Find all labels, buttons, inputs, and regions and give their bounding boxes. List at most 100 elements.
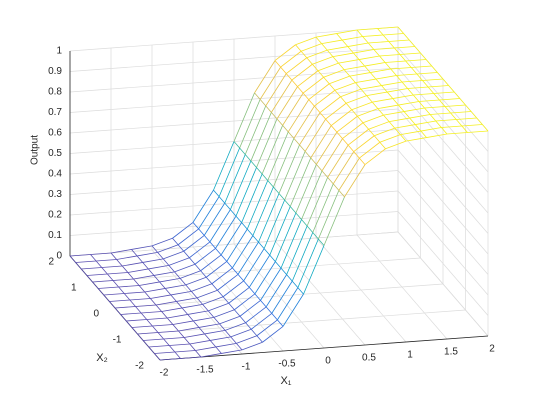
mesh-edge [353,49,374,54]
mesh-edge [244,105,267,155]
mesh-edge [299,112,321,146]
mesh-edge [392,94,414,99]
mesh-edge [367,42,375,50]
mesh-edge [180,356,202,359]
mesh-edge [146,319,153,327]
mesh-edge [250,112,272,162]
mesh-edge [127,272,134,280]
mesh-edge [342,36,363,41]
y-tick-label: 2 [48,257,54,268]
mesh-edge [101,267,108,275]
mesh-edge [123,293,131,301]
mesh-edge [409,117,416,125]
mesh-edge [256,319,278,337]
mesh-edge [400,130,421,135]
mesh-edge [327,46,348,51]
mesh-edge [461,124,483,127]
mesh-edge [177,228,199,246]
mesh-edge [140,312,148,320]
mesh-edge [168,257,190,266]
mesh-edge [316,131,338,165]
mesh-edge [215,343,237,348]
mesh-edge [176,301,183,309]
mesh-edge [295,164,317,214]
mesh-edge [366,91,388,96]
mesh-edge [195,350,202,358]
mesh-edge [377,26,399,29]
mesh-edge [407,88,414,96]
mesh-edge [107,272,128,275]
mesh-edge [482,124,489,132]
y-tick-label: 1 [71,283,77,294]
mesh-edge [323,69,345,78]
y-tick-label: 0 [93,309,99,320]
mesh-edge [277,287,299,321]
mesh-edge [170,294,177,302]
mesh-edge [340,96,347,104]
mesh-edge [172,222,194,239]
mesh-edge [314,105,321,113]
mesh-edge [157,332,164,340]
mesh-edge [222,296,230,304]
mesh-edge [359,157,366,165]
mesh-edge [205,276,213,285]
mesh-edge [273,186,280,194]
mesh-edge [465,104,472,112]
mesh-edge [137,332,159,335]
mesh-edge [157,244,179,253]
mesh-edge [399,54,406,62]
mesh-edge [215,346,222,354]
mesh-edge [420,130,427,138]
mesh-edge [219,323,226,331]
y-tick-label: -2 [135,361,144,372]
mesh-edge [409,114,431,119]
mesh-edge [302,92,310,100]
mesh-edge [112,278,134,281]
mesh-edge [254,261,276,295]
mesh-edge [178,330,185,338]
mesh-edge [325,118,332,126]
z-tick-label: 0.5 [48,148,62,159]
mesh-edge [358,59,365,67]
mesh-edge [355,78,376,83]
mesh-edge [407,86,429,89]
mesh-edge [256,118,278,168]
mesh-edge [362,114,384,124]
mesh-edge [459,98,466,106]
mesh-edge [338,157,360,191]
mesh-edge [420,52,427,60]
grid-line [92,257,421,283]
mesh-edge [138,285,146,293]
mesh-edge [204,330,226,335]
mesh-edge [360,88,367,96]
mesh-edge [357,115,364,124]
mesh-edge [195,346,216,351]
mesh-edge [295,36,317,46]
mesh-edge [174,351,181,359]
mesh-edge [224,330,232,338]
mesh-edge [213,189,220,197]
z-tick-label: 0.6 [48,128,62,139]
z-tick-label: 0.9 [48,66,62,77]
mesh-edge [312,232,319,240]
mesh-edge [287,99,310,133]
mesh-edge [211,267,233,285]
mesh-edge [297,238,319,288]
mesh-edge [349,72,371,77]
mesh-edge [422,78,444,81]
mesh-edge [155,301,177,306]
mesh-edge [135,304,157,307]
mesh-edge [388,41,395,49]
mesh-edge [187,314,194,322]
mesh-edge [142,340,150,348]
mesh-edge [259,66,281,100]
mesh-edge [131,325,153,328]
mesh-edge [239,315,246,324]
mesh-edge [347,144,355,152]
mesh-edge [191,291,198,299]
mesh-edge [116,259,123,267]
mesh-edge [110,249,132,254]
mesh-edge [243,248,265,282]
mesh-edge [366,95,373,103]
mesh-edge [315,33,337,38]
